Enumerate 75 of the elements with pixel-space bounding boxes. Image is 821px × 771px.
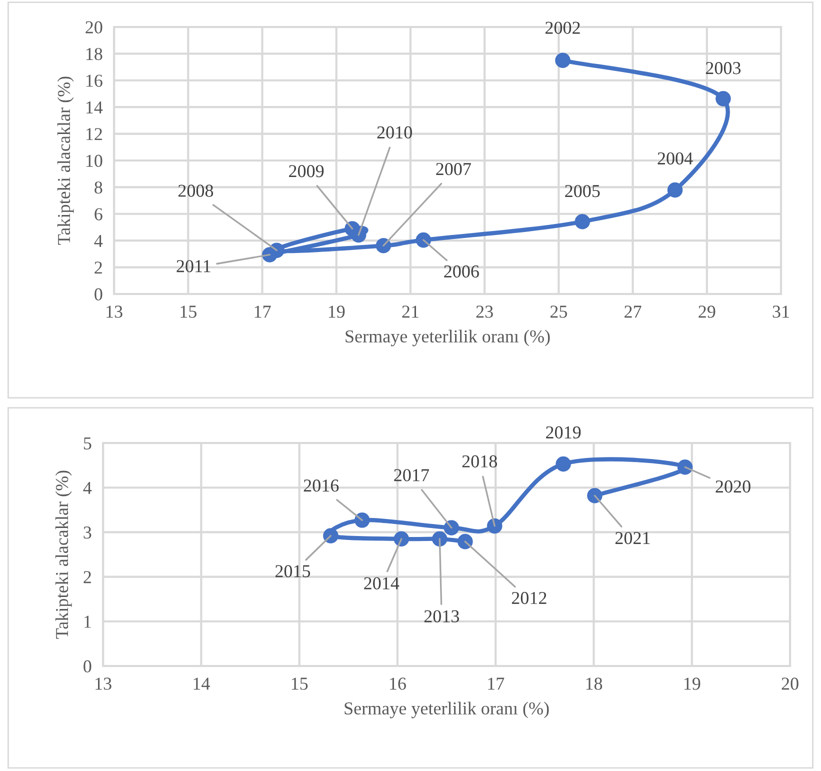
- annotation: 2008: [178, 184, 214, 197]
- y-tick-label: 4: [94, 234, 103, 247]
- y-axis-title: Takipteki alacaklar (%): [55, 470, 72, 639]
- annotation: 2005: [565, 184, 600, 198]
- point: [354, 512, 370, 528]
- x-tick-label: 20: [782, 678, 798, 690]
- point: [262, 247, 278, 262]
- y-tick-label: 12: [86, 128, 102, 140]
- point: [486, 518, 502, 534]
- y-tick-label: 3: [84, 526, 92, 539]
- point: [716, 91, 731, 106]
- point: [555, 52, 570, 68]
- annotation: 2015: [275, 565, 310, 578]
- x-tick-label: 15: [292, 678, 308, 690]
- x-tick-label: 17: [488, 678, 504, 690]
- annotation: 2006: [444, 265, 479, 278]
- x-tick-label: 25: [550, 306, 568, 318]
- point: [416, 232, 432, 248]
- point: [394, 531, 410, 547]
- x-tick-label: 19: [328, 306, 345, 318]
- point: [574, 214, 590, 230]
- y-tick-label: 10: [86, 154, 102, 167]
- y-tick-label: 0: [84, 660, 92, 672]
- x-tick-label: 29: [698, 306, 716, 318]
- annotation: 2009: [289, 165, 324, 178]
- annotation: 2013: [424, 610, 460, 622]
- x-tick-label: 14: [194, 678, 210, 690]
- annotation: 2012: [512, 592, 546, 604]
- point: [432, 531, 448, 547]
- annotation: 2014: [364, 577, 400, 590]
- annotation: 2002: [546, 22, 580, 34]
- y-tick-label: 20: [86, 21, 102, 34]
- y-tick-label: 4: [83, 482, 92, 494]
- y-tick-label: 2: [94, 262, 102, 274]
- y-tick-label: 14: [86, 101, 103, 114]
- point: [667, 182, 683, 198]
- point: [458, 534, 473, 550]
- annotation: 2003: [706, 62, 741, 74]
- point: [587, 488, 602, 504]
- x-tick-label: 13: [96, 678, 112, 690]
- x-tick-label: 31: [772, 306, 789, 318]
- annotation: 2016: [304, 480, 339, 492]
- point: [556, 456, 571, 472]
- x-tick-label: 17: [254, 306, 271, 318]
- y-tick-label: 2: [84, 571, 91, 584]
- point: [444, 520, 460, 536]
- annotation: 2004: [658, 152, 693, 165]
- y-tick-label: 16: [86, 74, 102, 87]
- x-tick-label: 13: [106, 306, 122, 318]
- annotation: 2021: [615, 532, 650, 544]
- x-axis-title: Sermaye yeterlilik oranı (%): [344, 702, 549, 718]
- y-axis-title: Takipteki alacaklar (%): [57, 76, 74, 245]
- annotation: 2007: [436, 162, 471, 176]
- y-tick-label: 18: [86, 48, 102, 60]
- y-tick-label: 0: [94, 288, 102, 300]
- y-tick-label: 8: [94, 181, 102, 194]
- x-tick-label: 21: [402, 306, 418, 318]
- annotation: 2017: [394, 469, 429, 482]
- x-tick-label: 18: [586, 678, 602, 690]
- x-tick-label: 15: [180, 306, 196, 318]
- y-tick-label: 5: [84, 437, 92, 450]
- y-tick-label: 6: [94, 208, 102, 220]
- point: [677, 459, 693, 475]
- x-axis-title: Sermaye yeterlilik oranı (%): [346, 330, 550, 346]
- annotation: 2019: [546, 426, 581, 438]
- x-tick-label: 16: [390, 678, 406, 690]
- point: [376, 238, 392, 254]
- x-tick-label: 27: [624, 306, 642, 318]
- annotation: 2010: [377, 126, 412, 138]
- y-tick-label: 1: [84, 616, 91, 628]
- x-tick-label: 23: [476, 306, 493, 318]
- annotation: 2018: [462, 455, 497, 468]
- annotation: 2011: [176, 260, 210, 272]
- x-tick-label: 19: [684, 678, 700, 690]
- annotation: 2020: [716, 480, 750, 493]
